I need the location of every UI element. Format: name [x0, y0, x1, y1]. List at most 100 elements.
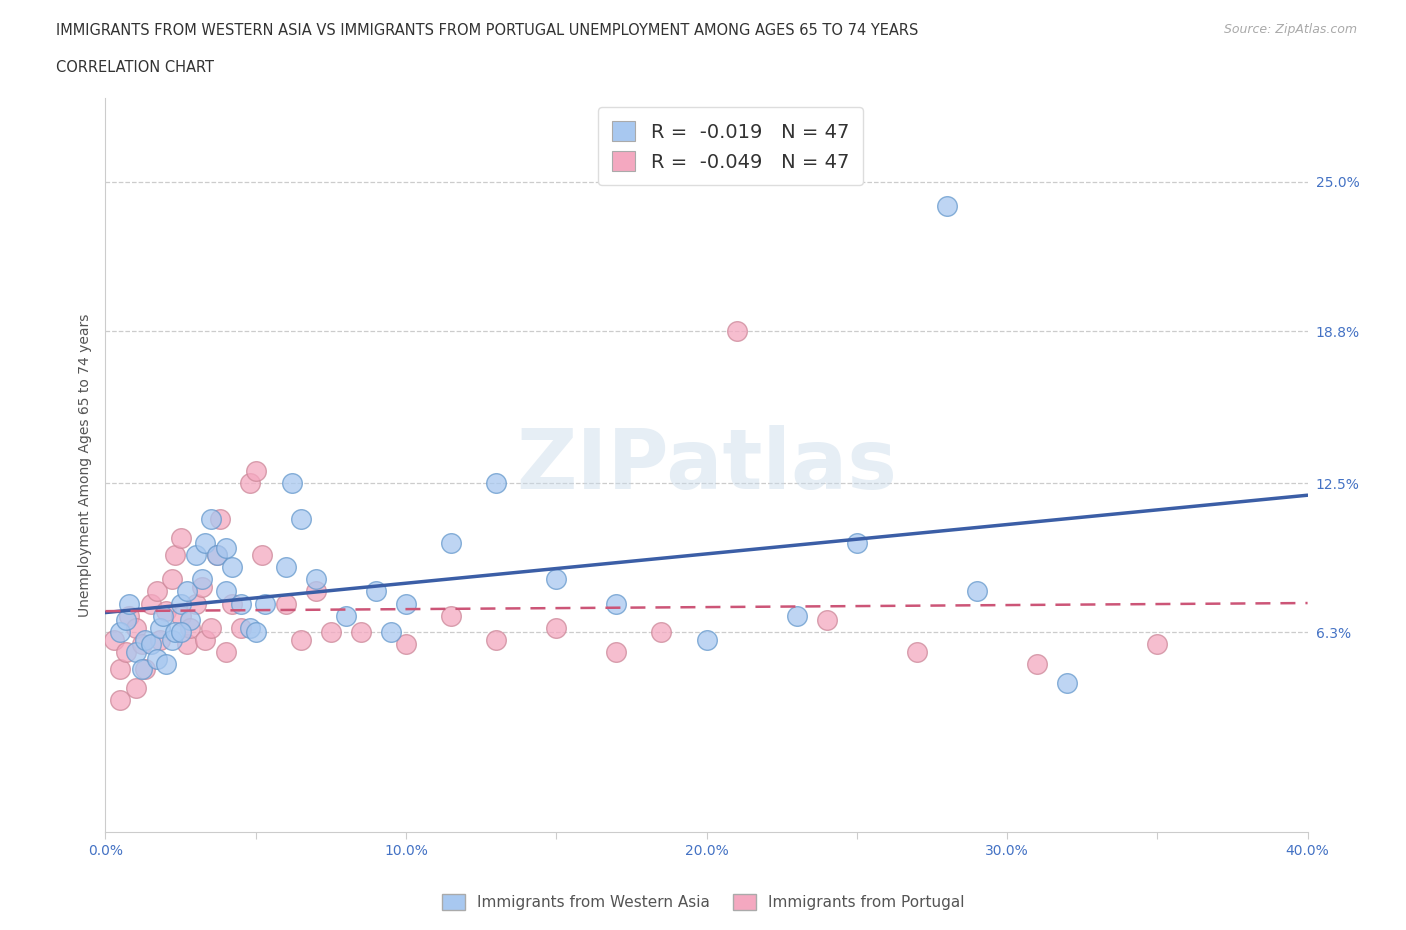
Point [145, 652, 167, 667]
Point [176, 584, 198, 599]
Point [229, 620, 252, 635]
Point [163, 548, 186, 563]
Point [305, 584, 328, 599]
Point [139, 637, 162, 652]
Point [605, 596, 627, 611]
Point [395, 637, 418, 652]
Point [131, 661, 153, 676]
Y-axis label: Unemployment Among Ages 65 to 74 years: Unemployment Among Ages 65 to 74 years [79, 313, 93, 617]
Point [110, 625, 132, 640]
Point [124, 620, 146, 635]
Point [546, 572, 568, 587]
Point [169, 608, 191, 623]
Point [281, 475, 304, 490]
Point [1026, 657, 1049, 671]
Point [176, 637, 198, 652]
Point [214, 540, 236, 555]
Point [274, 560, 297, 575]
Legend: Immigrants from Western Asia, Immigrants from Portugal: Immigrants from Western Asia, Immigrants… [434, 886, 972, 918]
Point [214, 584, 236, 599]
Point [205, 548, 228, 563]
Point [110, 661, 132, 676]
Text: ZIPatlas: ZIPatlas [516, 424, 897, 506]
Point [134, 661, 156, 676]
Point [350, 625, 373, 640]
Point [290, 632, 312, 647]
Point [179, 613, 201, 628]
Point [221, 560, 243, 575]
Point [239, 620, 262, 635]
Point [134, 632, 156, 647]
Point [305, 572, 328, 587]
Point [160, 632, 183, 647]
Point [221, 596, 243, 611]
Point [786, 608, 808, 623]
Text: IMMIGRANTS FROM WESTERN ASIA VS IMMIGRANTS FROM PORTUGAL UNEMPLOYMENT AMONG AGES: IMMIGRANTS FROM WESTERN ASIA VS IMMIGRAN… [56, 23, 918, 38]
Point [179, 620, 201, 635]
Point [380, 625, 402, 640]
Point [155, 657, 177, 671]
Point [229, 596, 252, 611]
Point [169, 596, 191, 611]
Point [274, 596, 297, 611]
Point [190, 572, 212, 587]
Point [194, 632, 217, 647]
Point [966, 584, 988, 599]
Point [815, 613, 838, 628]
Point [190, 579, 212, 594]
Point [245, 463, 267, 478]
Point [124, 681, 146, 696]
Legend: R =  -0.019   N = 47, R =  -0.049   N = 47: R = -0.019 N = 47, R = -0.049 N = 47 [599, 107, 863, 185]
Point [605, 644, 627, 659]
Point [208, 512, 231, 526]
Point [440, 608, 463, 623]
Point [155, 604, 177, 618]
Point [245, 625, 267, 640]
Point [364, 584, 387, 599]
Point [335, 608, 357, 623]
Point [253, 596, 276, 611]
Point [725, 324, 748, 339]
Point [118, 608, 141, 623]
Point [696, 632, 718, 647]
Text: CORRELATION CHART: CORRELATION CHART [56, 60, 214, 75]
Point [205, 548, 228, 563]
Point [124, 644, 146, 659]
Point [319, 625, 342, 640]
Point [290, 512, 312, 526]
Point [845, 536, 868, 551]
Point [148, 632, 170, 647]
Point [115, 613, 138, 628]
Point [148, 620, 170, 635]
Point [110, 693, 132, 708]
Point [485, 632, 508, 647]
Point [184, 548, 207, 563]
Point [184, 596, 207, 611]
Point [169, 531, 191, 546]
Point [395, 596, 418, 611]
Text: Source: ZipAtlas.com: Source: ZipAtlas.com [1223, 23, 1357, 36]
Point [139, 596, 162, 611]
Point [239, 475, 262, 490]
Point [115, 644, 138, 659]
Point [936, 199, 959, 214]
Point [103, 632, 125, 647]
Point [194, 536, 217, 551]
Point [169, 625, 191, 640]
Point [440, 536, 463, 551]
Point [650, 625, 672, 640]
Point [200, 512, 222, 526]
Point [546, 620, 568, 635]
Point [1056, 675, 1078, 690]
Point [200, 620, 222, 635]
Point [160, 572, 183, 587]
Point [214, 644, 236, 659]
Point [905, 644, 928, 659]
Point [250, 548, 273, 563]
Point [118, 596, 141, 611]
Point [131, 637, 153, 652]
Point [145, 584, 167, 599]
Point [485, 475, 508, 490]
Point [1146, 637, 1168, 652]
Point [163, 625, 186, 640]
